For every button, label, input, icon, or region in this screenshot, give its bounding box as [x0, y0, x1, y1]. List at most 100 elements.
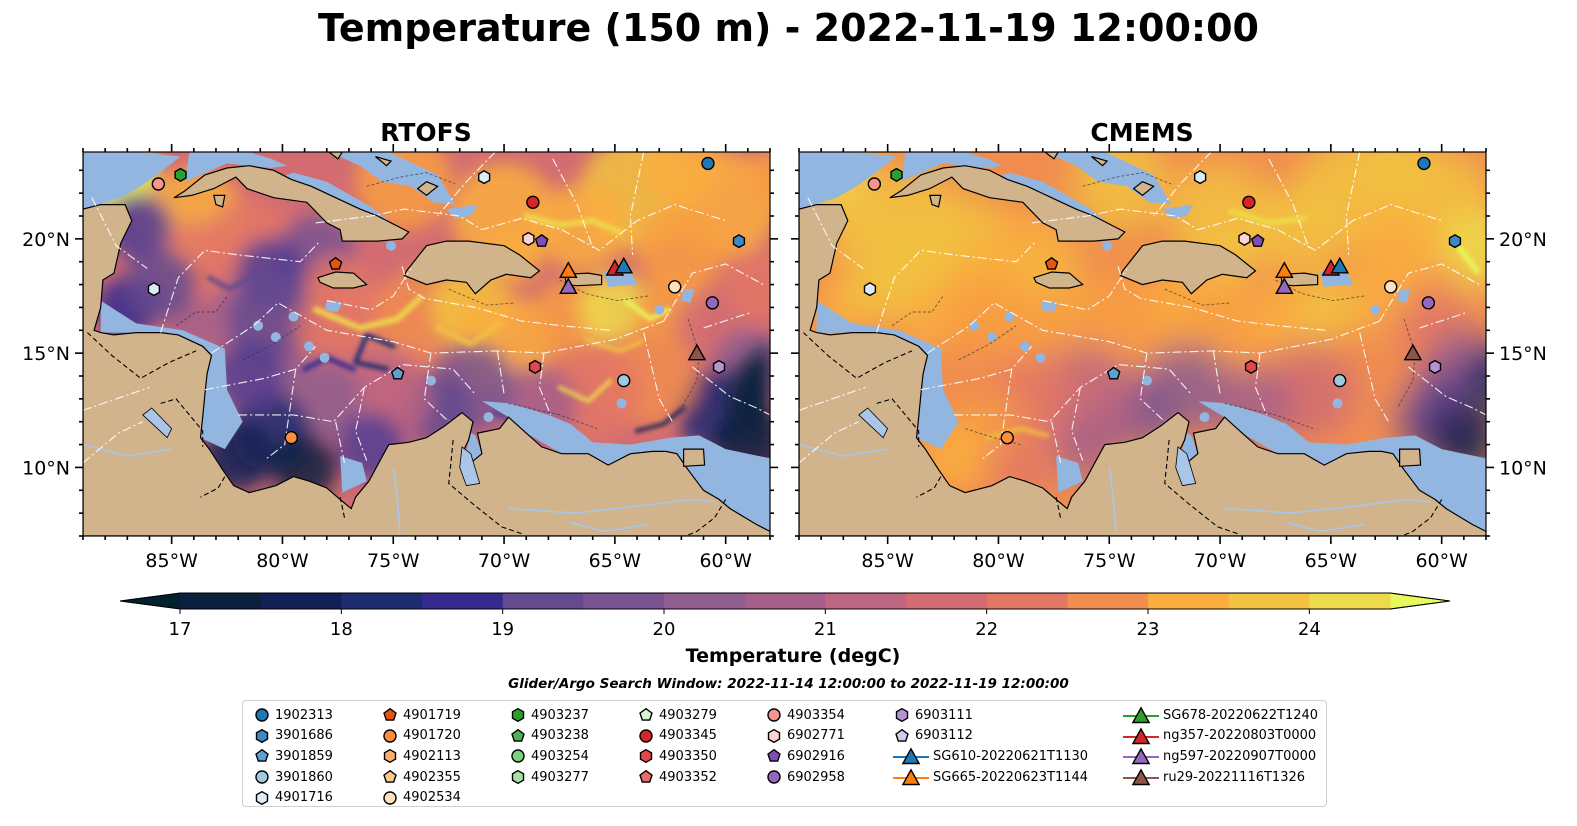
legend-item-label: 4903345	[659, 728, 717, 744]
legend-item-label: 4903254	[531, 748, 589, 764]
colorbar-tick-label: 19	[491, 619, 514, 640]
land-jamaica	[317, 271, 368, 289]
legend-column: 4903279 4903345 4903350 4903352	[637, 705, 717, 787]
legend-item: 4903237	[509, 705, 589, 726]
legend-marker-icon	[895, 708, 909, 723]
platform-1902313	[701, 156, 715, 171]
platform-ng597-20220907T0000	[559, 277, 578, 295]
platform-ng597-20220907T0000	[1275, 277, 1294, 295]
legend-column: 4903354 6902771 6902916 6902958	[765, 705, 845, 787]
colorbar-tick-label: 17	[169, 619, 192, 640]
legend-marker-icon	[1123, 747, 1159, 765]
platform-3901860	[617, 373, 631, 388]
legend-hexagon-icon	[255, 728, 269, 743]
colorbar-segment	[583, 593, 665, 609]
legend-item: 4902355	[381, 767, 461, 788]
platform-6902958	[705, 296, 720, 310]
platform-6902958	[1421, 296, 1436, 310]
colorbar-segment	[744, 593, 826, 609]
legend-item-label: 4902113	[403, 748, 461, 764]
legend-item: 4901716	[253, 787, 333, 808]
platform-4901716	[863, 281, 877, 297]
colorbar-segment	[180, 593, 262, 609]
legend-item-label: 4901720	[403, 728, 461, 744]
legend-item-label: 4903237	[531, 707, 589, 723]
platform-4901719	[1044, 256, 1059, 270]
legend-item: 4901720	[381, 726, 461, 747]
map-panel-cmems[interactable]: 85°W 80°W 75°W 70°W 65°W 60°W 20°N 15°N 10°N	[791, 144, 1547, 572]
land-masses	[799, 152, 1486, 536]
legend-item: 6902916	[765, 746, 845, 767]
legend-pentagon-icon	[255, 749, 269, 763]
map-ticks	[75, 144, 778, 544]
legend-caption: Glider/Argo Search Window: 2022-11-14 12…	[508, 676, 1069, 692]
platform-4902534	[668, 280, 682, 294]
bathymetry-contours	[891, 172, 1416, 446]
land-bahamas1	[328, 152, 344, 160]
colorbar-tick-label: 20	[653, 619, 676, 640]
country-borders	[803, 332, 1443, 536]
legend-item: 4903345	[637, 726, 717, 747]
colorbar-segment	[1067, 593, 1149, 609]
map-panel-rtofs[interactable]: 85°W 80°W 75°W 70°W 65°W 60°W 20°N 15°N 10°N	[22, 144, 778, 572]
legend-column: 1902313 3901686 3901859 3901860 4901716	[253, 705, 333, 808]
legend-item-label: 4903352	[659, 769, 717, 785]
legend-item: 6902771	[765, 726, 845, 747]
colorbar-extend-high	[1389, 592, 1451, 610]
x-tick-label: 65°W	[1305, 550, 1358, 572]
legend-item: 4903277	[509, 767, 589, 788]
land-bahamas3	[416, 181, 439, 197]
land-isla	[929, 194, 942, 208]
legend-marker-icon	[767, 708, 781, 722]
land-bahamas3	[1132, 181, 1155, 197]
legend-marker-icon	[639, 749, 653, 764]
panel-title-rtofs: RTOFS	[380, 118, 472, 147]
platform-4901719	[328, 256, 343, 270]
legend-item-label: 4903350	[659, 748, 717, 764]
legend-item-label: 3901860	[275, 769, 333, 785]
legend-triangle-icon	[1131, 747, 1151, 765]
legend-marker-icon	[1123, 768, 1159, 786]
legend-marker-icon	[893, 747, 929, 765]
panel-title-cmems: CMEMS	[1090, 118, 1194, 147]
legend-hexagon-icon	[895, 708, 909, 723]
legend-marker-icon	[255, 708, 269, 722]
platform-4903350	[1244, 359, 1258, 375]
legend-pentagon-icon	[639, 769, 653, 783]
platform-4901716	[478, 169, 491, 185]
legend-item: 6902958	[765, 767, 845, 788]
legend-marker-icon	[895, 728, 909, 742]
colorbar-segment	[906, 593, 988, 609]
land-hispaniola	[403, 240, 541, 295]
platform-markers	[863, 156, 1462, 445]
legend-item-label: 4903279	[659, 707, 717, 723]
legend-triangle-icon	[1131, 706, 1151, 724]
x-tick-label: 85°W	[145, 550, 198, 572]
legend-pentagon-icon	[767, 749, 781, 763]
colorbar-segment	[260, 593, 342, 609]
platform-6902916	[534, 233, 549, 247]
legend-item-label: 6902958	[787, 769, 845, 785]
legend-triangle-icon	[901, 747, 921, 765]
map-frame	[82, 151, 771, 537]
zone-boundaries	[83, 152, 770, 464]
legend-marker-icon	[255, 790, 269, 805]
platform-SG610-20220621T1130	[614, 256, 634, 274]
legend-item: SG665-20220623T1144	[893, 767, 1088, 788]
platform-4903237	[890, 167, 903, 183]
bathymetry-contours	[175, 172, 700, 446]
legend-item: 4903350	[637, 746, 717, 767]
legend-marker-icon	[511, 728, 525, 742]
colorbar-segment	[664, 593, 746, 609]
platform-3901860	[1333, 373, 1347, 388]
land-hispaniola	[1119, 240, 1257, 295]
legend-marker-icon	[511, 708, 525, 723]
legend-column: SG678-20220622T1240 ng357-20220803T0000 ng…	[1123, 705, 1318, 787]
legend-item-label: 4901716	[275, 790, 333, 806]
platform-4902534	[1384, 280, 1398, 294]
colorbar-segment	[1148, 593, 1230, 609]
legend-item: ng357-20220803T0000	[1123, 726, 1318, 747]
x-tick-label: 85°W	[861, 550, 914, 572]
land-northAmerica	[799, 152, 1486, 536]
legend-item: ru29-20221116T1326	[1123, 767, 1318, 788]
